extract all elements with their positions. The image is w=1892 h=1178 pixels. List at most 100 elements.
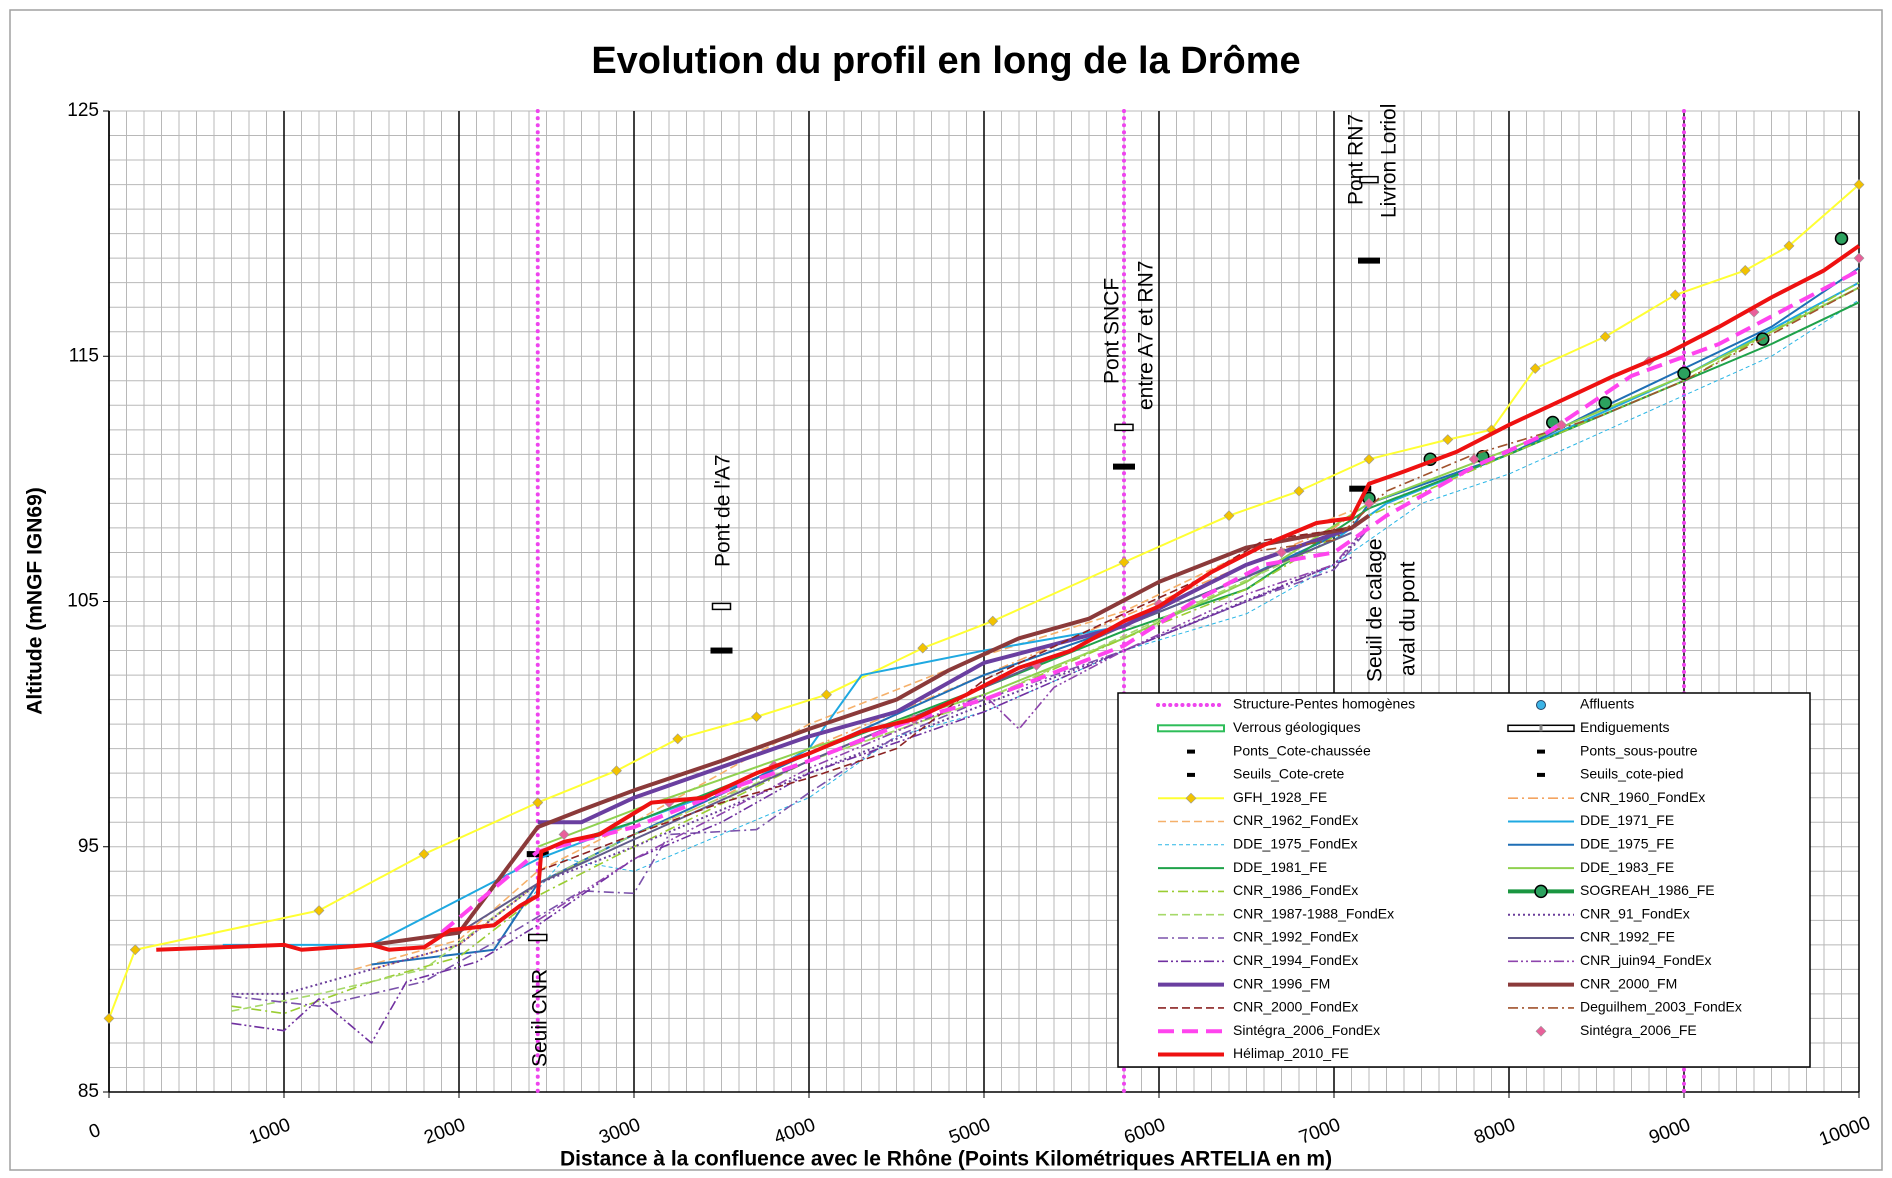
marker bbox=[1739, 264, 1751, 276]
legend-label: CNR_1996_FM bbox=[1233, 975, 1330, 991]
marker bbox=[1114, 423, 1134, 432]
marker bbox=[1118, 556, 1130, 568]
marker bbox=[1598, 396, 1612, 410]
legend-label: CNR_2000_FM bbox=[1580, 975, 1677, 991]
series-line bbox=[231, 527, 1370, 1007]
marker bbox=[1529, 363, 1541, 374]
marker bbox=[418, 848, 430, 860]
annotation: Livron Loriol bbox=[1378, 104, 1401, 218]
marker bbox=[1359, 175, 1379, 184]
marker bbox=[1187, 749, 1195, 754]
marker bbox=[1363, 453, 1375, 465]
legend-label: Ponts_sous-poutre bbox=[1580, 742, 1698, 758]
legend-label: DDE_1981_FE bbox=[1233, 859, 1327, 875]
annotation: aval du pont bbox=[1397, 561, 1420, 676]
series-line bbox=[371, 514, 1371, 947]
marker bbox=[1468, 453, 1480, 465]
annotation: Pont de l'A7 bbox=[712, 454, 735, 567]
legend-symbol bbox=[1157, 724, 1225, 733]
marker bbox=[987, 615, 999, 627]
marker bbox=[672, 733, 684, 745]
legend-label: SOGREAH_1986_FE bbox=[1580, 882, 1715, 898]
marker bbox=[1534, 884, 1548, 899]
y-tick-label: 85 bbox=[78, 1081, 99, 1102]
legend-label: DDE_1971_FE bbox=[1580, 812, 1674, 828]
marker bbox=[1853, 179, 1865, 190]
legend-label: DDE_1983_FE bbox=[1580, 859, 1674, 875]
legend-label: CNR_juin94_FondEx bbox=[1580, 952, 1712, 968]
legend-label: CNR_91_FondEx bbox=[1580, 905, 1690, 921]
legend-label: CNR_2000_FondEx bbox=[1233, 999, 1358, 1015]
marker bbox=[1358, 257, 1380, 264]
plot-area bbox=[103, 109, 1865, 1094]
marker bbox=[1783, 240, 1795, 252]
marker bbox=[528, 933, 548, 942]
annotation: Seuil de calage bbox=[1364, 538, 1387, 682]
series-line bbox=[537, 522, 1370, 921]
marker bbox=[1599, 331, 1611, 343]
marker bbox=[313, 905, 325, 916]
marker bbox=[532, 797, 544, 809]
marker bbox=[710, 647, 733, 654]
marker bbox=[129, 944, 141, 956]
y-axis-label: Altitude (mNGF IGN69) bbox=[24, 487, 47, 715]
marker bbox=[1537, 749, 1545, 754]
marker bbox=[611, 765, 622, 777]
annotation: Pont RN7 bbox=[1345, 114, 1368, 205]
series-line bbox=[231, 556, 1352, 1044]
series-line bbox=[537, 526, 1353, 825]
marker bbox=[821, 689, 832, 701]
y-tick-label: 115 bbox=[69, 345, 99, 366]
annotation: entre A7 et RN7 bbox=[1135, 261, 1158, 410]
marker bbox=[1349, 485, 1372, 492]
y-tick-label: 105 bbox=[67, 591, 99, 612]
legend-label: CNR_1987-1988_FondEx bbox=[1233, 905, 1394, 921]
marker bbox=[1556, 419, 1567, 431]
marker bbox=[558, 829, 570, 840]
marker bbox=[1537, 772, 1545, 777]
series-line bbox=[156, 244, 1861, 952]
legend-label: Deguilhem_2003_FondEx bbox=[1580, 999, 1742, 1015]
marker bbox=[1677, 366, 1691, 381]
marker bbox=[1853, 252, 1865, 264]
legend-label: DDE_1975_FE bbox=[1580, 836, 1674, 852]
marker bbox=[103, 1012, 115, 1024]
marker bbox=[1363, 497, 1375, 509]
legend-label: CNR_1960_FondEx bbox=[1580, 789, 1705, 805]
legend-label: CNR_1986_FondEx bbox=[1233, 882, 1358, 898]
y-tick-label: 95 bbox=[78, 836, 99, 857]
marker bbox=[1185, 792, 1197, 804]
chart-title: Evolution du profil en long de la Drôme bbox=[591, 40, 1300, 82]
legend-label: Seuils_cote-pied bbox=[1580, 766, 1684, 782]
marker bbox=[1669, 289, 1681, 301]
annotation: Pont SNCF bbox=[1101, 278, 1124, 384]
marker bbox=[1442, 434, 1454, 446]
legend-label: GFH_1928_FE bbox=[1233, 789, 1327, 805]
series-line bbox=[440, 268, 1860, 935]
marker bbox=[1535, 1025, 1547, 1037]
series-line bbox=[511, 299, 1860, 921]
legend-label: Hélimap_2010_FE bbox=[1233, 1045, 1349, 1061]
marker bbox=[711, 602, 732, 611]
legend-label: Ponts_Cote-chaussée bbox=[1233, 742, 1371, 758]
y-tick-label: 125 bbox=[67, 100, 99, 121]
legend bbox=[1117, 692, 1811, 1068]
x-axis-label: Distance à la confluence avec le Rhône (… bbox=[560, 1148, 1332, 1171]
marker bbox=[1187, 772, 1195, 777]
marker bbox=[1113, 463, 1135, 470]
marker bbox=[1293, 485, 1305, 497]
series-line bbox=[353, 510, 1352, 971]
legend-label: CNR_1962_FondEx bbox=[1233, 812, 1358, 828]
legend-label: DDE_1975_FondEx bbox=[1233, 836, 1358, 852]
marker bbox=[751, 711, 762, 723]
legend-label: Seuils_Cote-crete bbox=[1233, 766, 1344, 782]
legend-label: CNR_1992_FE bbox=[1580, 929, 1675, 945]
legend-label: Sintégra_2006_FondEx bbox=[1233, 1022, 1380, 1038]
marker bbox=[1276, 547, 1287, 558]
series-line bbox=[537, 286, 1860, 848]
marker bbox=[1536, 700, 1546, 710]
annotation: Seuil CNR bbox=[529, 969, 552, 1067]
legend-label: CNR_1994_FondEx bbox=[1233, 952, 1358, 968]
